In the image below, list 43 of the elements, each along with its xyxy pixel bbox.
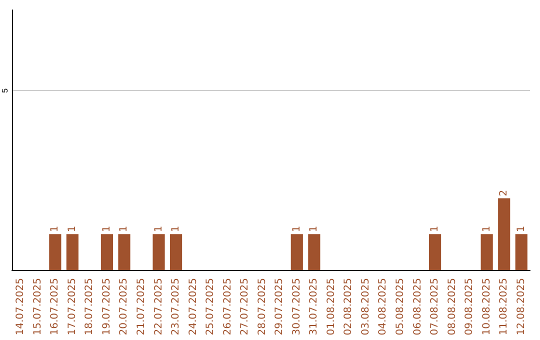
x-tick-label: 07.08.2025 xyxy=(430,278,441,336)
x-tick-label: 29.07.2025 xyxy=(274,278,286,336)
x-tick-label: 12.08.2025 xyxy=(516,278,527,336)
x-tick-label: 28.07.2025 xyxy=(256,278,268,336)
x-tick-label: 15.07.2025 xyxy=(32,278,44,336)
x-tick-label: 02.08.2025 xyxy=(343,278,354,336)
x-tick-label: 16.07.2025 xyxy=(50,278,61,336)
x-tick-label: 11.08.2025 xyxy=(498,278,510,336)
data-label: 1 xyxy=(153,226,164,232)
data-label: 1 xyxy=(291,226,302,232)
data-label: 1 xyxy=(118,226,130,232)
x-tick-label: 14.07.2025 xyxy=(15,278,26,336)
x-tick-label: 17.07.2025 xyxy=(66,278,78,336)
x-tick-label: 20.07.2025 xyxy=(118,278,130,336)
x-tick-label: 31.07.2025 xyxy=(308,278,320,336)
x-tick-label: 26.07.2025 xyxy=(222,278,234,336)
x-tick-label: 30.07.2025 xyxy=(291,278,302,336)
x-tick-label: 25.07.2025 xyxy=(205,278,216,336)
x-tick-label: 05.08.2025 xyxy=(395,278,406,336)
x-tick-label: 24.07.2025 xyxy=(188,278,199,336)
x-tick-label: 03.08.2025 xyxy=(360,278,372,336)
x-tick-label: 23.07.2025 xyxy=(170,278,182,336)
x-tick-label: 04.08.2025 xyxy=(378,278,389,336)
x-tick-label: 27.07.2025 xyxy=(240,278,251,336)
data-label: 2 xyxy=(498,190,510,196)
x-tick-label: 06.08.2025 xyxy=(412,278,424,336)
data-label: 1 xyxy=(308,226,320,232)
x-tick-label: 22.07.2025 xyxy=(153,278,164,336)
data-label: 1 xyxy=(516,226,527,232)
data-label: 1 xyxy=(170,226,182,232)
x-tick-label: 18.07.2025 xyxy=(84,278,96,336)
x-tick-label: 01.08.2025 xyxy=(326,278,337,336)
x-tick-label: 10.08.2025 xyxy=(481,278,492,336)
x-tick-label: 19.07.2025 xyxy=(101,278,112,336)
data-label: 1 xyxy=(430,226,441,232)
x-tick-label: 21.07.2025 xyxy=(136,278,147,336)
x-tick-label: 08.08.2025 xyxy=(446,278,458,336)
data-label: 1 xyxy=(50,226,61,232)
data-label: 1 xyxy=(101,226,112,232)
data-label: 1 xyxy=(66,226,78,232)
x-tick-label: 09.08.2025 xyxy=(464,278,476,336)
data-label: 1 xyxy=(481,226,492,232)
y-tick-label: 5 xyxy=(0,88,10,93)
